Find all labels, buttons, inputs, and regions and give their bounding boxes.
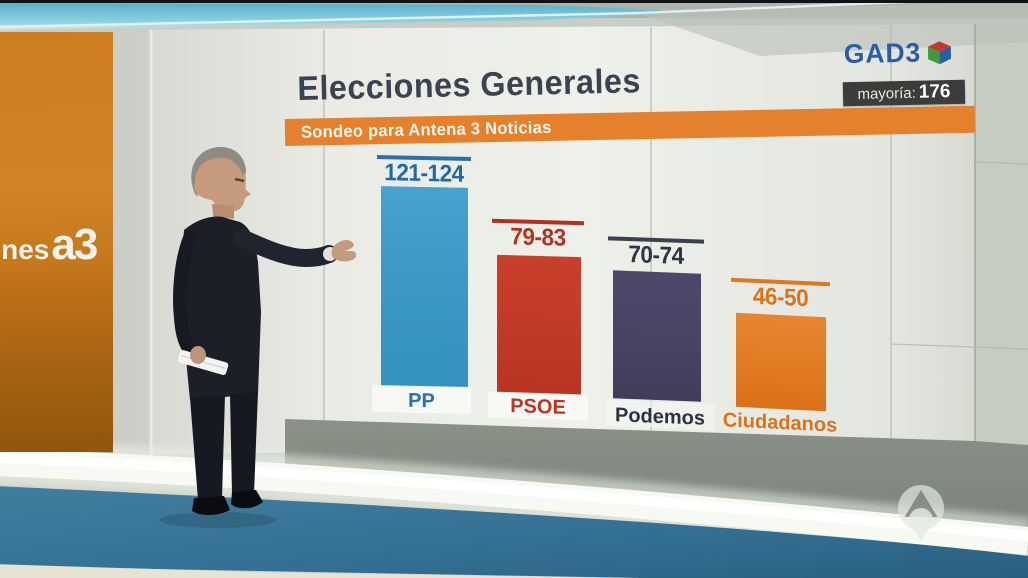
side-screen-panel: ones a3 <box>0 32 113 452</box>
presenter-shadow <box>160 512 276 528</box>
psoe-seats-label: 79-83 <box>510 223 566 252</box>
gad3-cube-icon <box>927 41 952 65</box>
psoe-name: PSOE <box>510 395 566 419</box>
presenter-face <box>193 153 251 212</box>
ciudadanos-seats-label: 46-50 <box>752 282 809 313</box>
side-screen-shade <box>0 263 113 452</box>
right-wall-column <box>975 24 1028 448</box>
floor-blue-ring <box>0 486 1028 578</box>
presenter-arm-down <box>173 231 199 359</box>
presenter <box>173 146 357 515</box>
floor-cream <box>0 564 640 578</box>
majority-badge: mayoría: 176 <box>842 79 966 107</box>
presenter-left-hand <box>190 346 206 364</box>
pp-bar <box>381 186 468 388</box>
podemos-name: Podemos <box>614 404 706 430</box>
chart-subtitle: Sondeo para Antena 3 Noticias <box>300 117 552 142</box>
frame-top-edge <box>0 0 1028 3</box>
presenter-eyebrow <box>234 177 245 183</box>
wall-left-margin <box>113 30 151 455</box>
podemos-bar <box>613 270 701 402</box>
pollster-logo: GAD3 <box>843 37 954 70</box>
ciudadanos-bar <box>736 312 826 412</box>
antena3-logo <box>898 485 944 541</box>
wall-shade-wedge <box>640 0 1028 56</box>
chart-title: Elecciones Generales <box>297 62 642 108</box>
antena3-wordmark: a3 <box>51 220 98 269</box>
podemos-seats-label: 70-74 <box>628 241 684 270</box>
presenter-leg-right <box>230 392 258 495</box>
pollster-name: GAD3 <box>843 37 922 69</box>
side-screen-text: ones <box>0 234 50 265</box>
majority-value: 176 <box>918 81 951 103</box>
pp-seats-label: 121-124 <box>384 159 464 188</box>
presenter-hand <box>331 239 357 262</box>
psoe-bar <box>497 254 581 396</box>
presenter-hair-top <box>191 148 245 184</box>
wall-top-edge-highlight <box>0 0 931 29</box>
majority-label: mayoría: <box>857 84 917 103</box>
pp-name: PP <box>408 389 435 413</box>
presenter-shoe-right <box>231 490 263 509</box>
presenter-leg-left <box>190 395 225 500</box>
baseboard-core <box>0 453 1028 541</box>
side-screen-branding: ones a3 <box>0 220 98 270</box>
presenter-shoe-left <box>192 496 230 515</box>
